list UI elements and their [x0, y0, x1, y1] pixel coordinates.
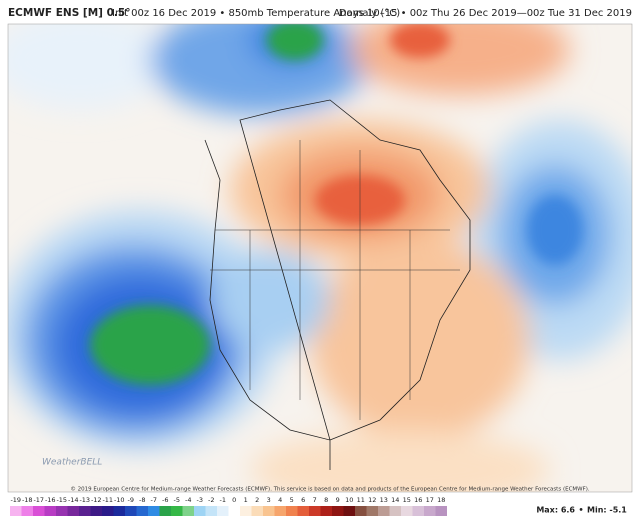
colorbar-label: -8 — [139, 496, 145, 504]
colorbar-label: 4 — [278, 496, 282, 504]
colorbar-label: -12 — [91, 496, 102, 504]
colorbar-swatch — [194, 506, 206, 516]
colorbar-swatch — [56, 506, 68, 516]
colorbar-swatch — [205, 506, 217, 516]
colorbar-label: -19 — [10, 496, 21, 504]
colorbar-label: -2 — [208, 496, 214, 504]
colorbar-label: -7 — [151, 496, 157, 504]
colorbar-label: 1 — [244, 496, 248, 504]
colorbar-label: -9 — [128, 496, 134, 504]
colorbar-swatch — [251, 506, 263, 516]
colorbar-label: 6 — [301, 496, 305, 504]
colorbar-swatch — [412, 506, 424, 516]
colorbar-swatch — [286, 506, 298, 516]
colorbar-label: 13 — [380, 496, 388, 504]
colorbar-swatch — [263, 506, 275, 516]
colorbar-swatch — [378, 506, 390, 516]
colorbar-swatch — [309, 506, 321, 516]
colorbar-swatch — [182, 506, 194, 516]
colorbar-swatch — [67, 506, 79, 516]
colorbar-label: 15 — [403, 496, 411, 504]
colorbar-label: 8 — [324, 496, 328, 504]
colorbar-swatch — [79, 506, 91, 516]
max-stat: Max: 6.6 — [536, 506, 575, 515]
colorbar-swatch — [113, 506, 125, 516]
colorbar-label: 5 — [290, 496, 294, 504]
colorbar-label: -13 — [79, 496, 90, 504]
colorbar-label: -14 — [68, 496, 79, 504]
colorbar-label: 7 — [313, 496, 317, 504]
model-title: ECMWF ENS [M] 0.5° — [8, 7, 130, 19]
colorbar-label: 2 — [255, 496, 259, 504]
stat-separator: • — [578, 506, 583, 515]
colorbar-label: -6 — [162, 496, 168, 504]
colorbar-swatch — [159, 506, 171, 516]
colorbar-label: 12 — [368, 496, 376, 504]
colorbar-swatch — [320, 506, 332, 516]
colorbar-label: 16 — [414, 496, 422, 504]
valid-info: Days 10–15 • 00z Thu 26 Dec 2019—00z Tue… — [339, 8, 632, 19]
colorbar-swatch — [355, 506, 367, 516]
colorbar-swatch — [21, 506, 33, 516]
colorbar-label: 9 — [336, 496, 340, 504]
colorbar-swatch — [332, 506, 344, 516]
colorbar-label: -5 — [174, 496, 180, 504]
colorbar-swatch — [217, 506, 229, 516]
colorbar-label: -18 — [22, 496, 33, 504]
colorbar-label: -15 — [56, 496, 67, 504]
colorbar-swatch — [33, 506, 45, 516]
min-stat: Min: -5.1 — [587, 506, 627, 515]
colorbar-swatch — [401, 506, 413, 516]
colorbar-swatch — [148, 506, 160, 516]
colorbar-swatch — [343, 506, 355, 516]
colorbar-label: -16 — [45, 496, 56, 504]
colorbar-swatch — [366, 506, 378, 516]
colorbar-label: -1 — [220, 496, 226, 504]
map — [8, 24, 632, 492]
colorbar-label: -3 — [197, 496, 203, 504]
colorbar-label: -10 — [114, 496, 125, 504]
colorbar-swatch — [435, 506, 447, 516]
copyright: © 2019 European Centre for Medium-range … — [70, 486, 590, 493]
colorbar-label: -11 — [102, 496, 113, 504]
colorbar-swatch — [228, 506, 240, 516]
colorbar-label: 18 — [437, 496, 445, 504]
colorbar-label: 17 — [426, 496, 434, 504]
colorbar-label: 3 — [267, 496, 271, 504]
colorbar-swatch — [44, 506, 56, 516]
colorbar-label: -4 — [185, 496, 191, 504]
colorbar-swatch — [240, 506, 252, 516]
colorbar-swatch — [136, 506, 148, 516]
init-info: Init 00z 16 Dec 2019 • 850mb Temperature… — [112, 8, 400, 19]
colorbar-label: 0 — [232, 496, 236, 504]
colorbar-swatch — [10, 506, 22, 516]
colorbar-swatch — [389, 506, 401, 516]
colorbar-swatch — [102, 506, 114, 516]
colorbar-label: 11 — [357, 496, 365, 504]
colorbar-swatch — [125, 506, 137, 516]
colorbar-label: 14 — [391, 496, 399, 504]
colorbar-swatch — [171, 506, 183, 516]
colorbar: -19 -18 -17 -16 -15 -14 -13 -12 -11 -10 -9 -8 -7 -6 -5… — [10, 496, 447, 516]
colorbar-swatch — [90, 506, 102, 516]
colorbar-swatch — [297, 506, 309, 516]
logo: WeatherBELL — [42, 458, 102, 468]
colorbar-swatch — [424, 506, 436, 516]
colorbar-label: -17 — [33, 496, 44, 504]
colorbar-swatch — [274, 506, 286, 516]
colorbar-label: 10 — [345, 496, 353, 504]
